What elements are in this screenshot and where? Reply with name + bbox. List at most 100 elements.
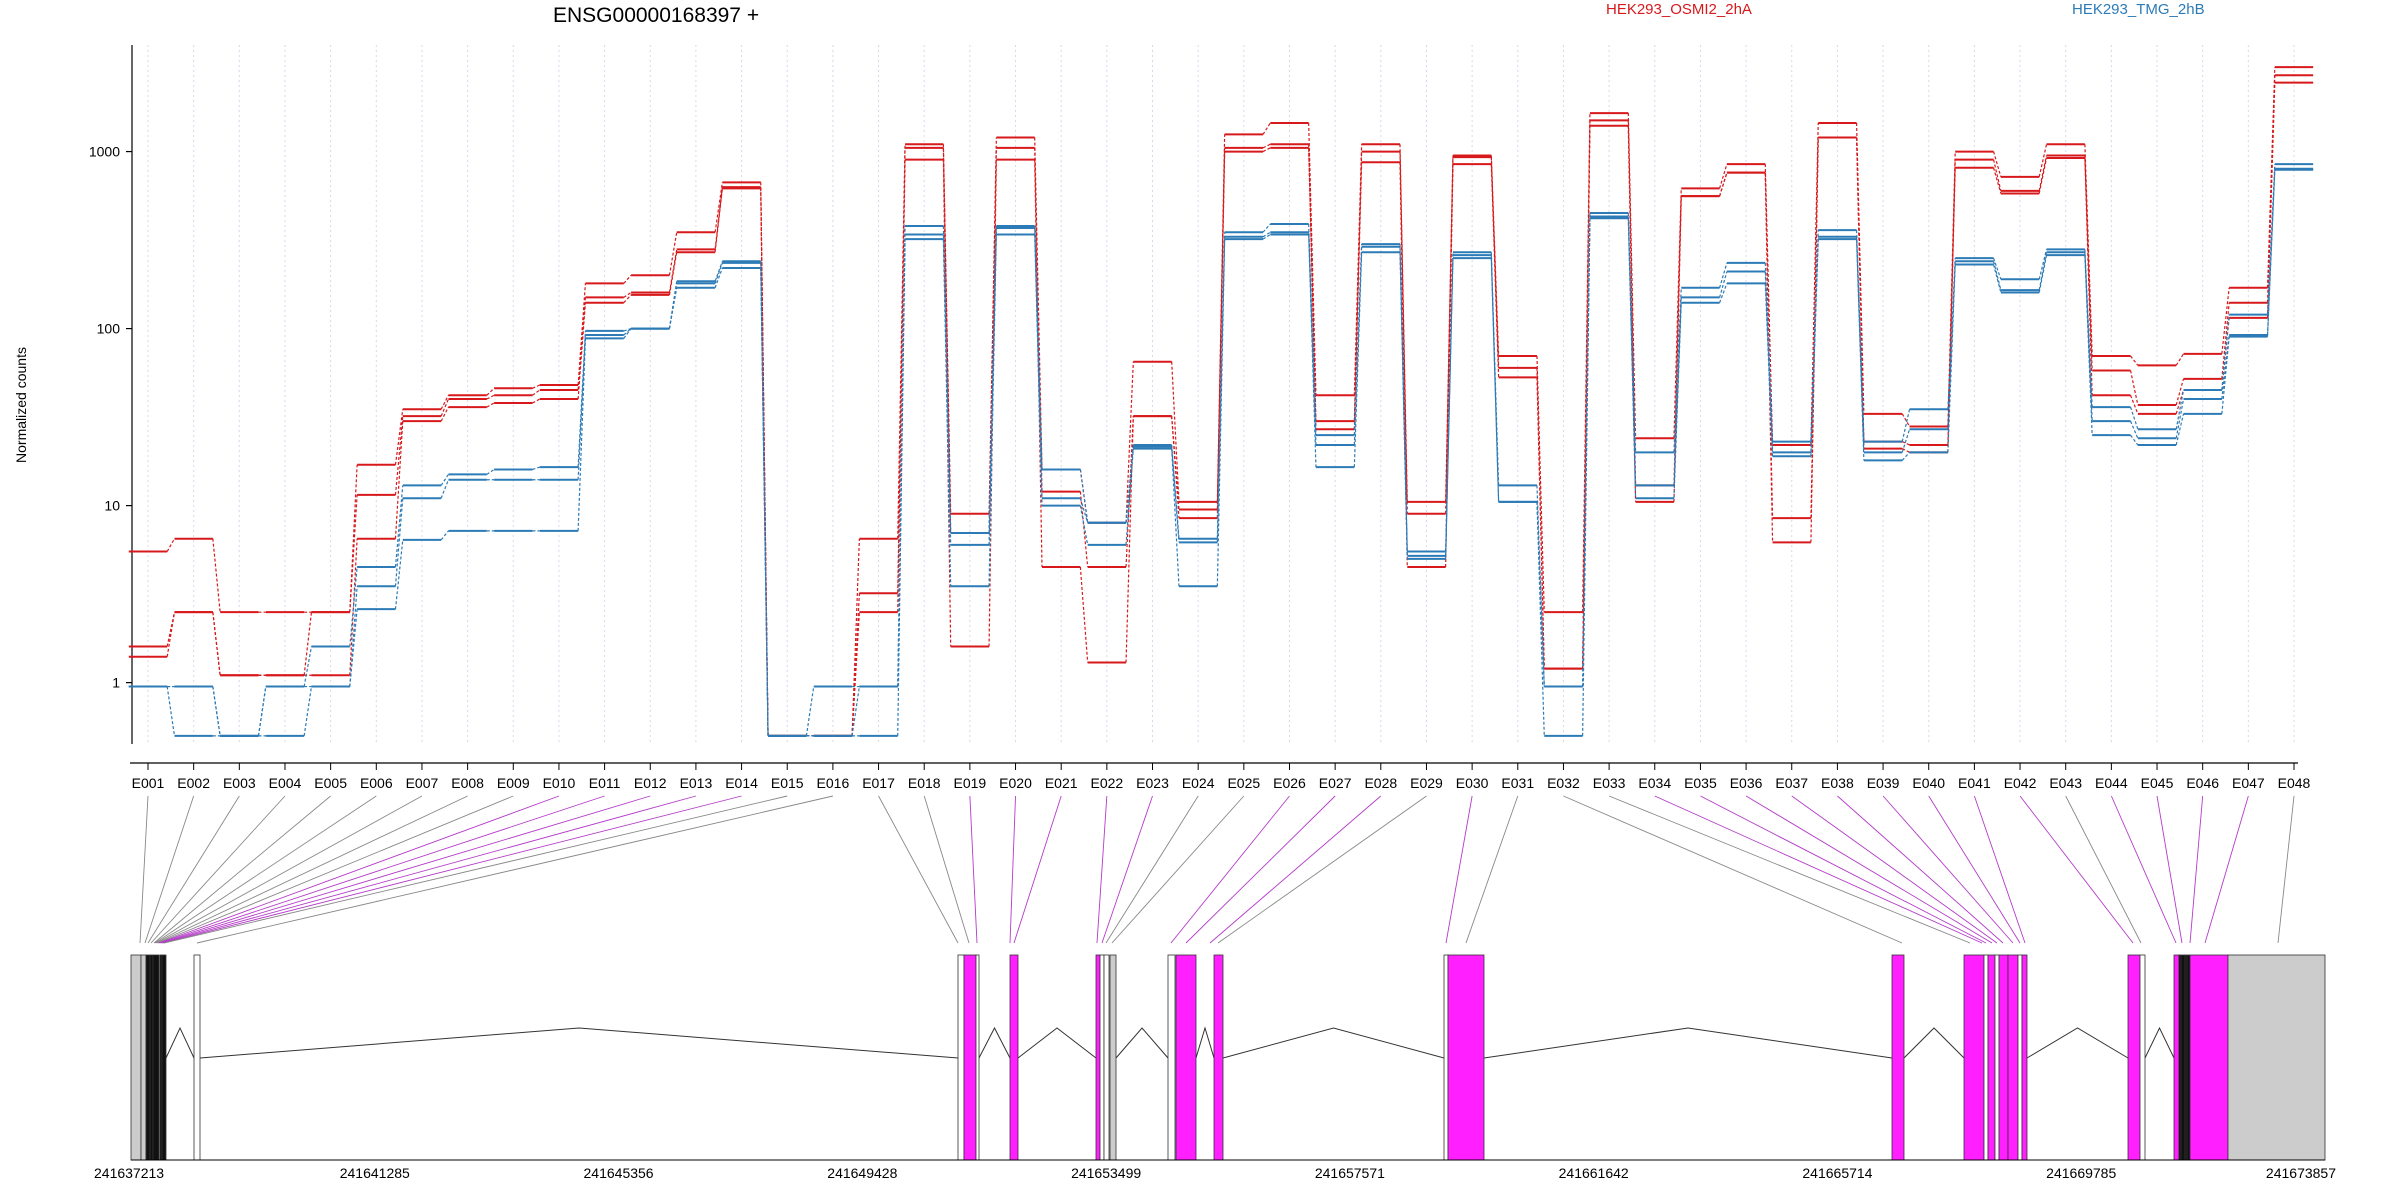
series-connector [2130, 434, 2139, 446]
series-connector [440, 479, 449, 499]
series-connector [2084, 255, 2093, 436]
exon-tick-label: E004 [269, 775, 302, 791]
exon-connector [155, 795, 423, 944]
series-connector [1673, 188, 1682, 439]
series-connector [1947, 261, 1956, 430]
series-tmg-3 [128, 168, 2314, 737]
series-connector [1490, 157, 1500, 368]
exon-connector [158, 795, 560, 944]
exon-connector [2019, 795, 2134, 944]
series-connector [577, 302, 587, 400]
series-connector [1810, 122, 1819, 446]
series-connector [1171, 361, 1180, 502]
series-connector [1125, 361, 1134, 523]
exon-connector [2110, 795, 2177, 944]
series-connector [623, 274, 632, 284]
series-connector [303, 686, 313, 736]
exon-connector [157, 795, 514, 944]
series-connector [2129, 420, 2139, 439]
exon-tick-label: E010 [543, 775, 576, 791]
coordinate-tick-label: 241637213 [94, 1165, 164, 1181]
series-connector [623, 291, 632, 298]
series-connector [440, 394, 449, 410]
series-tmg-2 [128, 167, 2314, 737]
series-connector [1445, 258, 1454, 559]
series-connector [1079, 566, 1089, 663]
exon-tick-label: E024 [1182, 775, 1215, 791]
series-connector [2175, 413, 2185, 446]
genomic-coordinate-axis: 241637213 241641285 241645356 241649428 2416… [94, 1159, 2336, 1181]
series-connector [1125, 446, 1134, 523]
series-connector [623, 328, 632, 339]
series-connector [668, 232, 678, 276]
series-connector [2038, 144, 2048, 177]
exon-connector [1185, 795, 1336, 944]
exon-connector [1837, 795, 2004, 944]
exon-tick-label: E001 [132, 775, 165, 791]
intron-line [1017, 1027, 1097, 1059]
exon-connector [1700, 795, 1987, 944]
series-connector [1764, 271, 1774, 453]
exon-tick-label: E031 [1501, 775, 1534, 791]
series-connector [1262, 231, 1271, 238]
series-connector [486, 387, 495, 396]
exon-tick-label: E017 [862, 775, 895, 791]
exon-box [1983, 954, 1989, 1161]
series-connector [1992, 159, 2002, 191]
exon-box [975, 954, 980, 1161]
series-connector [1764, 164, 1774, 446]
exon-tick-label: E042 [2004, 775, 2037, 791]
series-connector [668, 287, 678, 329]
y-tick-label: 10 [104, 498, 120, 514]
exon-tick-label: E005 [314, 775, 347, 791]
coordinate-tick-label: 241649428 [827, 1165, 897, 1181]
series-connector [1719, 163, 1728, 189]
legend-series-a: HEK293_OSMI2_2hA [1606, 1, 1752, 18]
series-connector [1719, 262, 1728, 288]
series-connector [1034, 159, 1043, 567]
exon-box [140, 954, 147, 1161]
series-connector [2221, 314, 2230, 391]
series-connector [1445, 255, 1454, 556]
exon-tick-label: E045 [2141, 775, 2174, 791]
exon-connector [1928, 795, 2021, 944]
series-connector [1490, 258, 1500, 502]
intron-line [1903, 1027, 1965, 1059]
exon-box [1095, 954, 1101, 1161]
series-connector [440, 406, 449, 422]
series-connector [668, 252, 678, 295]
series-connector [440, 474, 449, 486]
series-connector [440, 398, 449, 417]
coordinate-tick-label: 241641285 [340, 1165, 410, 1181]
series-connector [2038, 252, 2048, 291]
exon-box [1109, 954, 1117, 1161]
series-connector [2175, 353, 2185, 366]
series-connector [1034, 227, 1043, 499]
gene-model [130, 954, 2326, 1161]
series-connector [1490, 164, 1500, 378]
exon-box [963, 954, 977, 1161]
exon-connector [969, 795, 978, 944]
x-axis: E001 E002 E003 E004 E005 E006 E007 E008 E009 E010… [130, 762, 2311, 791]
series-connector [349, 538, 358, 676]
exon-connector [2156, 795, 2183, 944]
intron-line [1195, 1026, 1215, 1059]
series-connector [349, 609, 358, 687]
legend-series-b: HEK293_TMG_2hB [2072, 1, 2205, 18]
series-connector [212, 612, 221, 676]
series-connector [1764, 283, 1774, 457]
exon-connector [1445, 795, 1473, 944]
series-connector [1901, 409, 1911, 442]
exon-tick-label: E023 [1136, 775, 1169, 791]
series-connector [1627, 125, 1637, 502]
exon-connector [1654, 795, 1983, 944]
series-connector [2129, 370, 2139, 406]
series-connector [2266, 82, 2276, 318]
series-connector [1992, 151, 2002, 177]
exon-box [2139, 954, 2146, 1161]
exon-tick-label: E038 [1821, 775, 1854, 791]
series-connector [714, 267, 723, 289]
series-connector [1627, 218, 1637, 499]
series-connector [1855, 137, 1865, 449]
